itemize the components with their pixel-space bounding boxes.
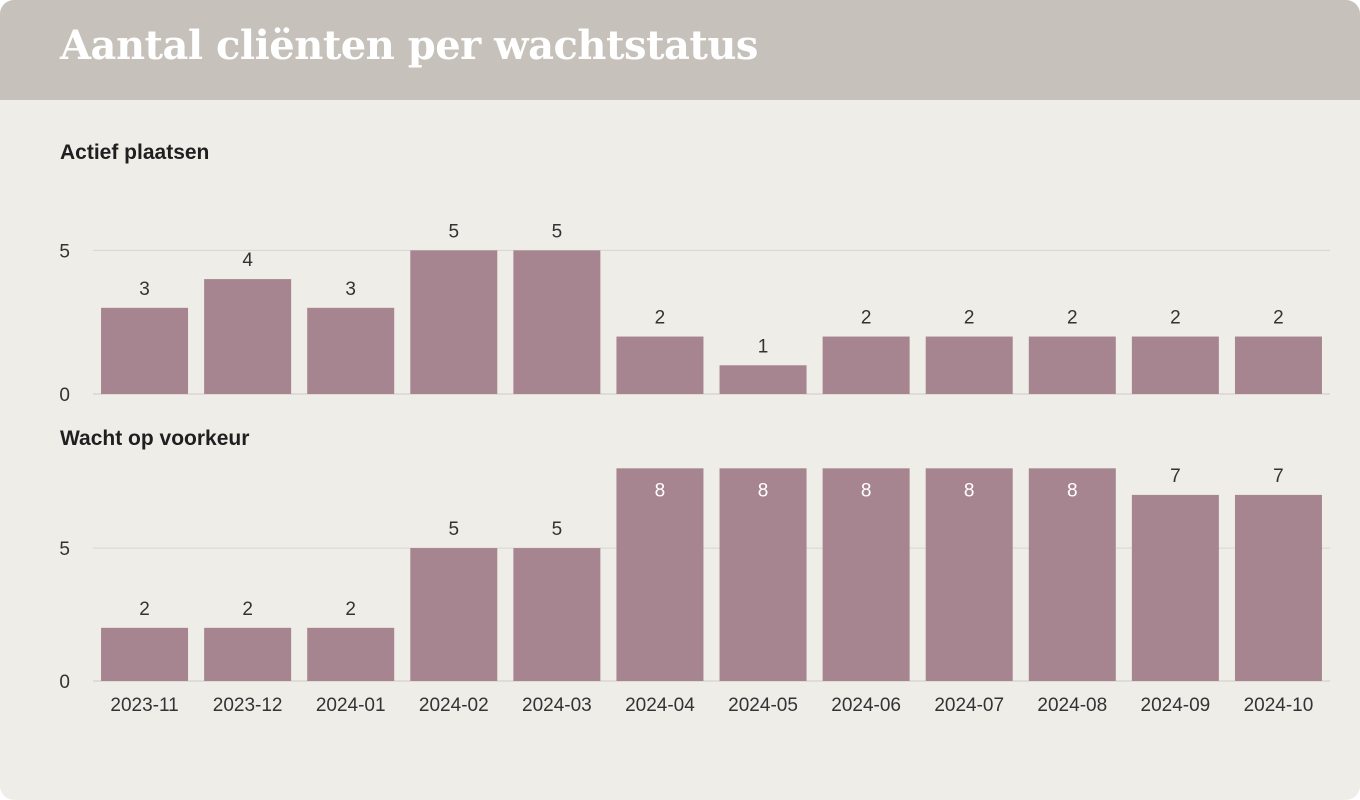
data-label-panel2-2024-04: 8 [655, 480, 666, 501]
bar-panel2-2024-10 [1234, 494, 1322, 681]
data-label-panel2-2024-03: 5 [552, 519, 563, 540]
y-tick-label-panel2: 5 [59, 539, 70, 560]
bar-panel2-2024-03 [513, 548, 601, 681]
y-tick-label-panel1: 0 [59, 385, 70, 406]
x-tick-label-2024-06: 2024-06 [831, 695, 901, 716]
data-label-panel2-2024-06: 8 [861, 480, 872, 501]
bar-panel2-2024-01 [307, 627, 395, 681]
data-label-panel2-2023-11: 2 [139, 599, 150, 620]
x-tick-label-2024-03: 2024-03 [522, 695, 592, 716]
bar-panel2-2024-07 [925, 468, 1013, 681]
data-label-panel1-2024-02: 5 [449, 221, 460, 242]
x-tick-label-2024-01: 2024-01 [316, 695, 386, 716]
x-tick-label-2024-07: 2024-07 [934, 695, 1004, 716]
x-tick-label-2024-09: 2024-09 [1141, 695, 1211, 716]
x-tick-label-2024-08: 2024-08 [1037, 695, 1107, 716]
data-label-panel2-2024-07: 8 [964, 480, 975, 501]
data-label-panel1-2023-11: 3 [139, 279, 150, 300]
bar-panel1-2024-02 [410, 250, 498, 394]
chart-title: Aantal cliënten per wachtstatus [60, 22, 758, 69]
x-tick-label-2023-12: 2023-12 [213, 695, 283, 716]
bar-panel2-2024-06 [822, 468, 910, 681]
y-tick-label-panel1: 5 [59, 241, 70, 262]
x-tick-label-2024-05: 2024-05 [728, 695, 798, 716]
bar-panel1-2024-07 [925, 336, 1013, 394]
data-label-panel1-2024-08: 2 [1067, 308, 1078, 329]
x-tick-label-2024-04: 2024-04 [625, 695, 695, 716]
data-label-panel2-2024-08: 8 [1067, 480, 1078, 501]
data-label-panel1-2024-05: 1 [758, 336, 769, 357]
data-label-panel2-2024-01: 2 [345, 599, 356, 620]
panel-title-wacht-op-voorkeur: Wacht op voorkeur [60, 427, 250, 450]
bar-panel2-2024-02 [410, 548, 498, 681]
bar-panel1-2024-06 [822, 336, 910, 394]
y-tick-label-panel2: 0 [59, 672, 70, 693]
bar-panel1-2023-11 [101, 307, 189, 394]
data-label-panel2-2024-10: 7 [1273, 466, 1284, 487]
bar-panel1-2024-08 [1028, 336, 1116, 394]
bar-panel2-2024-09 [1131, 494, 1219, 681]
bar-panel1-2024-05 [719, 365, 807, 394]
data-label-panel2-2024-05: 8 [758, 480, 769, 501]
data-label-panel1-2024-06: 2 [861, 308, 872, 329]
panel-title-actief-plaatsen: Actief plaatsen [60, 141, 210, 164]
title-banner: Aantal cliënten per wachtstatus [0, 0, 1360, 100]
data-label-panel1-2024-07: 2 [964, 308, 975, 329]
x-tick-label-2024-02: 2024-02 [419, 695, 489, 716]
data-label-panel1-2024-01: 3 [345, 279, 356, 300]
bar-panel2-2024-08 [1028, 468, 1116, 681]
data-label-panel2-2024-02: 5 [449, 519, 460, 540]
data-label-panel1-2024-09: 2 [1170, 308, 1181, 329]
bar-panel1-2024-09 [1131, 336, 1219, 394]
data-label-panel2-2023-12: 2 [242, 599, 253, 620]
data-label-panel1-2023-12: 4 [242, 250, 253, 271]
data-label-panel1-2024-04: 2 [655, 308, 666, 329]
x-tick-label-2024-10: 2024-10 [1244, 695, 1314, 716]
bar-panel2-2023-11 [101, 627, 189, 681]
data-label-panel1-2024-10: 2 [1273, 308, 1284, 329]
bar-panel2-2023-12 [204, 627, 292, 681]
bar-panel1-2024-01 [307, 307, 395, 394]
bar-panel1-2023-12 [204, 279, 292, 394]
x-tick-label-2023-11: 2023-11 [110, 695, 178, 716]
data-label-panel2-2024-09: 7 [1170, 466, 1181, 487]
bar-panel1-2024-10 [1234, 336, 1322, 394]
data-label-panel1-2024-03: 5 [552, 221, 563, 242]
bar-panel1-2024-04 [616, 336, 704, 394]
bar-panel1-2024-03 [513, 250, 601, 394]
bar-panel2-2024-04 [616, 468, 704, 681]
bar-panel2-2024-05 [719, 468, 807, 681]
